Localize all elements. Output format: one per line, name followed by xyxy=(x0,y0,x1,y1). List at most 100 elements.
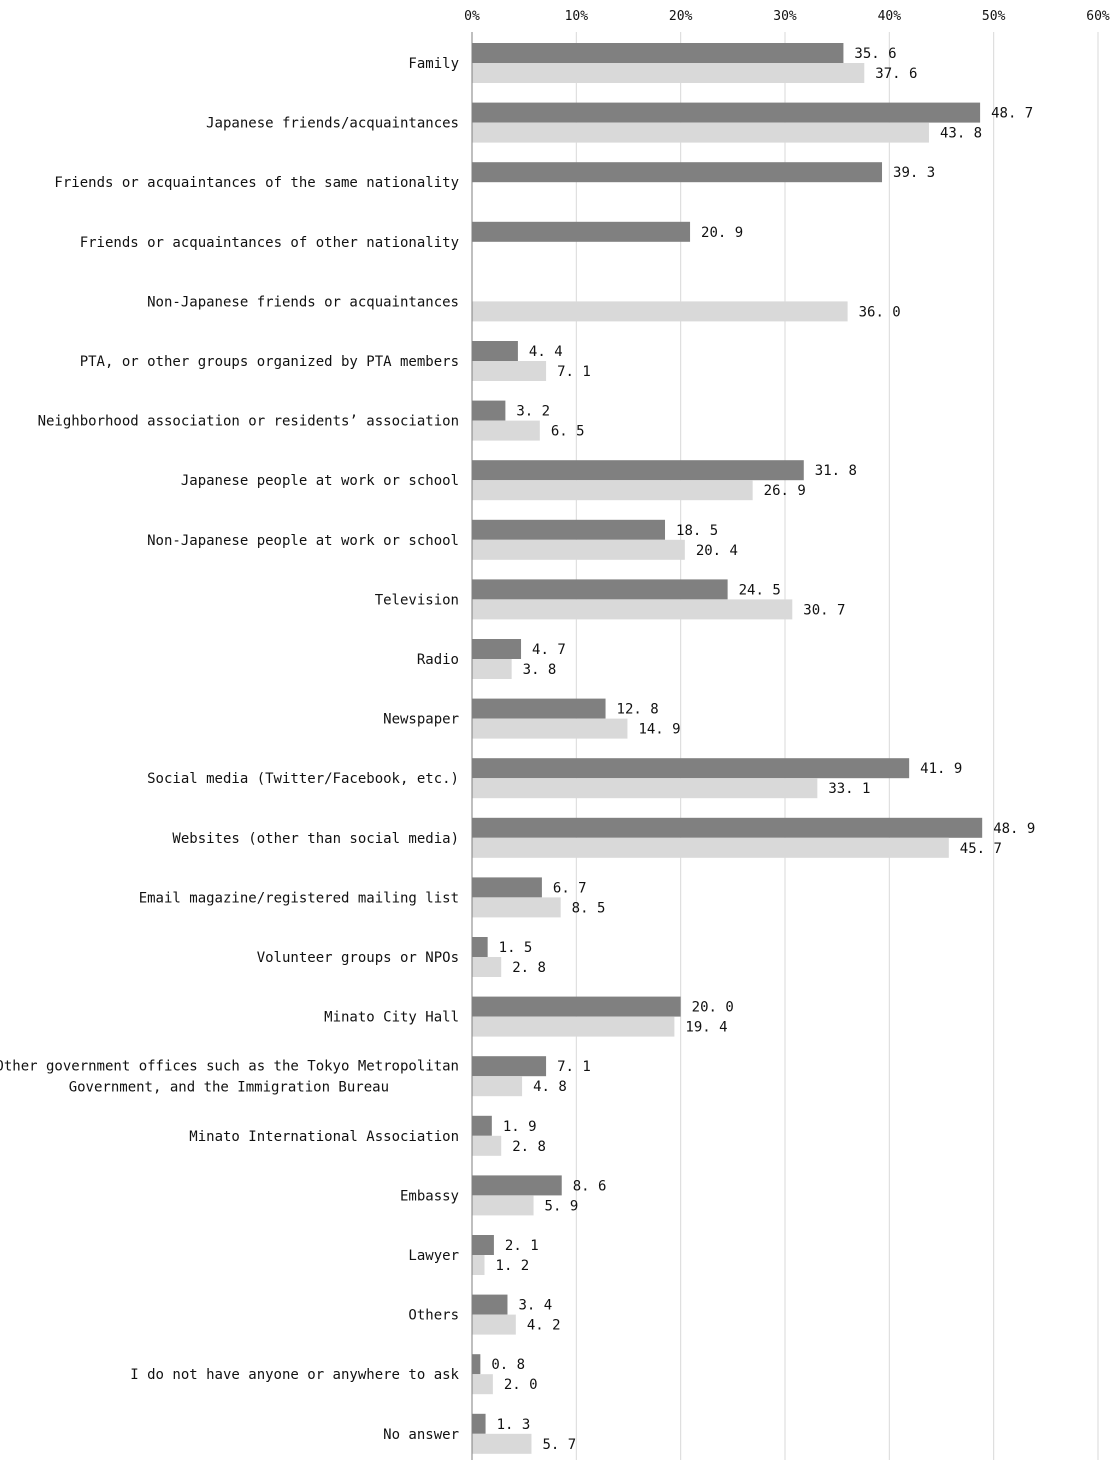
x-tick-label: 30% xyxy=(773,9,797,24)
data-label: 33. 1 xyxy=(828,781,870,797)
data-label: 20. 4 xyxy=(696,543,738,559)
data-label: 1. 9 xyxy=(503,1119,537,1135)
x-tick-label: 10% xyxy=(565,9,589,24)
bar-series-2 xyxy=(472,1433,532,1454)
data-label: 6. 7 xyxy=(553,880,587,896)
bar-series-1 xyxy=(472,221,691,242)
data-label: 48. 9 xyxy=(993,821,1035,837)
data-label: 24. 5 xyxy=(739,582,781,598)
bar-series-2 xyxy=(472,480,753,501)
data-label: 2. 8 xyxy=(512,1139,546,1155)
bar-series-1 xyxy=(472,1235,494,1255)
bar-series-2 xyxy=(472,539,685,560)
data-label: 4. 7 xyxy=(532,642,566,658)
bar-series-1 xyxy=(472,758,910,779)
category-label: Social media (Twitter/Facebook, etc.) xyxy=(147,771,459,787)
category-label: I do not have anyone or anywhere to ask xyxy=(130,1367,459,1383)
data-label: 37. 6 xyxy=(875,66,917,82)
bar-series-1 xyxy=(472,102,981,123)
data-label: 2. 0 xyxy=(504,1377,538,1393)
bar-series-2 xyxy=(472,63,865,83)
data-label: 7. 1 xyxy=(557,364,591,380)
category-label: Minato City Hall xyxy=(324,1010,459,1026)
category-label: Non-Japanese friends or acquaintances xyxy=(147,294,459,310)
category-label: Embassy xyxy=(400,1188,459,1204)
category-labels: Family Japanese friends/acquaintances Frie… xyxy=(0,56,460,1443)
category-label: Radio xyxy=(417,652,459,668)
data-label: 6. 5 xyxy=(551,424,585,440)
bar-series-2 xyxy=(472,897,561,918)
category-label: Email magazine/registered mailing list xyxy=(139,890,459,906)
category-label: No answer xyxy=(383,1427,459,1443)
data-label: 30. 7 xyxy=(803,602,845,618)
category-label: Lawyer xyxy=(408,1248,459,1264)
category-label: Minato International Association xyxy=(189,1129,459,1145)
bar-series-1 xyxy=(472,1056,547,1077)
x-tick-label: 0% xyxy=(464,9,480,24)
bar-series-2 xyxy=(472,301,848,322)
data-label: 19. 4 xyxy=(685,1020,727,1036)
data-label: 31. 8 xyxy=(815,463,857,479)
x-axis-ticks: 0% 10% 20% 30% 40% 50% 60% xyxy=(464,9,1110,24)
data-label: 1. 2 xyxy=(496,1258,530,1274)
data-label: 45. 7 xyxy=(960,841,1002,857)
gridlines xyxy=(575,32,1099,1460)
bar-series-1 xyxy=(472,400,506,421)
bar-series-1 xyxy=(472,519,666,540)
bar-series-1 xyxy=(472,1294,508,1315)
data-label: 41. 9 xyxy=(920,761,962,777)
x-tick-label: 20% xyxy=(669,9,693,24)
bar-series-2 xyxy=(472,1135,502,1156)
category-label: Websites (other than social media) xyxy=(172,831,459,847)
bar-series-2 xyxy=(472,122,929,143)
bar-series-2 xyxy=(472,420,540,441)
data-label: 1. 3 xyxy=(497,1417,531,1433)
bar-series-2 xyxy=(472,778,818,799)
data-label: 48. 7 xyxy=(991,106,1033,122)
bar-series-2 xyxy=(472,599,793,620)
bar-series-1 xyxy=(472,1175,562,1196)
category-label: Others xyxy=(408,1308,459,1324)
bar-series-2 xyxy=(472,1374,493,1395)
data-label: 7. 1 xyxy=(557,1059,591,1075)
category-label: Non-Japanese people at work or school xyxy=(147,533,459,549)
category-label: PTA, or other groups organized by PTA me… xyxy=(80,354,459,370)
category-label: Newspaper xyxy=(383,712,459,728)
category-label: Friends or acquaintances of the same nat… xyxy=(54,175,459,191)
data-label: 8. 5 xyxy=(572,900,606,916)
bar-series-1 xyxy=(472,937,488,957)
data-label: 4. 8 xyxy=(533,1079,567,1095)
data-label: 12. 8 xyxy=(617,702,659,718)
category-label: Volunteer groups or NPOs xyxy=(257,950,459,966)
data-label: 3. 8 xyxy=(523,662,557,678)
data-labels: 35. 6 37. 6 48. 7 43. 8 39. 3 20. 9 36. 0 4. 4 7… xyxy=(491,46,1035,1453)
data-label: 18. 5 xyxy=(676,523,718,539)
data-label: 5. 9 xyxy=(545,1198,579,1214)
data-label: 39. 3 xyxy=(893,165,935,181)
category-label: Government, and the Immigration Bureau xyxy=(69,1080,389,1096)
category-label: Family xyxy=(408,56,459,72)
data-label: 35. 6 xyxy=(854,46,896,62)
category-label: Other government offices such as the Tok… xyxy=(0,1059,459,1075)
bar-series-2 xyxy=(472,361,547,381)
bar-series-2 xyxy=(472,957,502,977)
data-label: 2. 1 xyxy=(505,1238,539,1254)
bar-series-1 xyxy=(472,341,518,361)
data-label: 20. 9 xyxy=(701,225,743,241)
category-label: Japanese friends/acquaintances xyxy=(206,116,459,132)
bar-series-2 xyxy=(472,659,512,679)
bar-series-1 xyxy=(472,817,983,838)
bar-series-1 xyxy=(472,996,681,1017)
bar-series-2 xyxy=(472,1314,516,1335)
bar-series-1 xyxy=(472,460,804,481)
x-tick-label: 40% xyxy=(878,9,902,24)
bars xyxy=(472,43,983,1454)
data-label: 0. 8 xyxy=(491,1357,525,1373)
bar-series-1 xyxy=(472,162,883,183)
bar-series-1 xyxy=(472,43,844,63)
category-label: Friends or acquaintances of other nation… xyxy=(80,235,459,251)
bar-series-2 xyxy=(472,718,628,739)
bar-series-1 xyxy=(472,1354,481,1375)
data-label: 3. 4 xyxy=(518,1298,552,1314)
